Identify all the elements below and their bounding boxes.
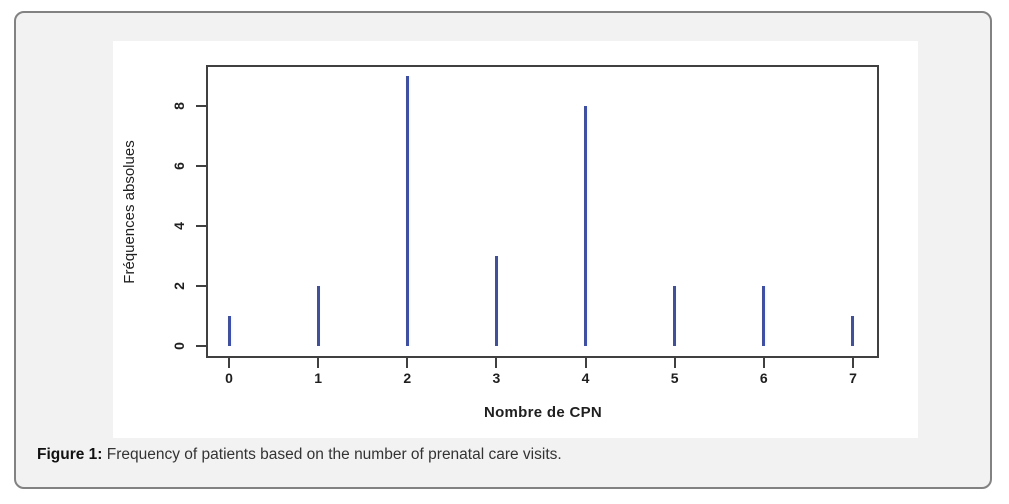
plot-frame (206, 65, 879, 358)
spike (494, 256, 498, 346)
y-tick-label: 0 (171, 342, 187, 350)
x-axis-title: Nombre de CPN (483, 404, 603, 421)
y-tick (196, 285, 206, 287)
spike (673, 286, 677, 346)
figure-caption-text: Frequency of patients based on the numbe… (102, 446, 562, 463)
x-tick (851, 358, 854, 368)
x-tick-label: 5 (670, 370, 679, 386)
x-tick (317, 358, 320, 368)
x-tick (228, 358, 230, 368)
spike (405, 76, 409, 346)
y-tick (196, 105, 206, 107)
x-tick (762, 358, 765, 368)
figure-box: 0 1 2 3 4 5 6 7 0 2 4 6 8 Nombre de CPN Fréquences … (14, 11, 992, 489)
y-tick-label: 6 (171, 162, 187, 170)
y-tick-label: 4 (171, 222, 187, 230)
x-tick-label: 7 (849, 370, 857, 386)
y-axis-title: Fréquences absolues (121, 140, 138, 284)
y-tick (196, 165, 206, 167)
x-tick-label: 6 (759, 370, 768, 386)
figure-caption: Figure 1: Frequency of patients based on… (37, 446, 562, 464)
spike (227, 316, 231, 346)
y-tick (196, 345, 206, 347)
spike (851, 316, 855, 346)
x-tick-label: 0 (225, 370, 233, 386)
y-tick (196, 225, 206, 227)
spike (762, 286, 766, 346)
x-tick (495, 358, 498, 368)
x-tick (673, 358, 676, 368)
y-tick-label: 2 (171, 282, 187, 290)
spike (584, 106, 588, 346)
x-tick (584, 358, 587, 368)
x-tick-label: 4 (581, 370, 590, 386)
spike (316, 286, 320, 346)
x-tick-label: 1 (314, 370, 323, 386)
x-tick-label: 2 (403, 370, 412, 386)
chart-panel: 0 1 2 3 4 5 6 7 0 2 4 6 8 Nombre de CPN Fréquences … (113, 41, 918, 438)
x-tick (406, 358, 409, 368)
figure-caption-label: Figure 1: (37, 446, 103, 463)
y-tick-label: 8 (171, 102, 187, 110)
x-tick-label: 3 (492, 370, 501, 386)
